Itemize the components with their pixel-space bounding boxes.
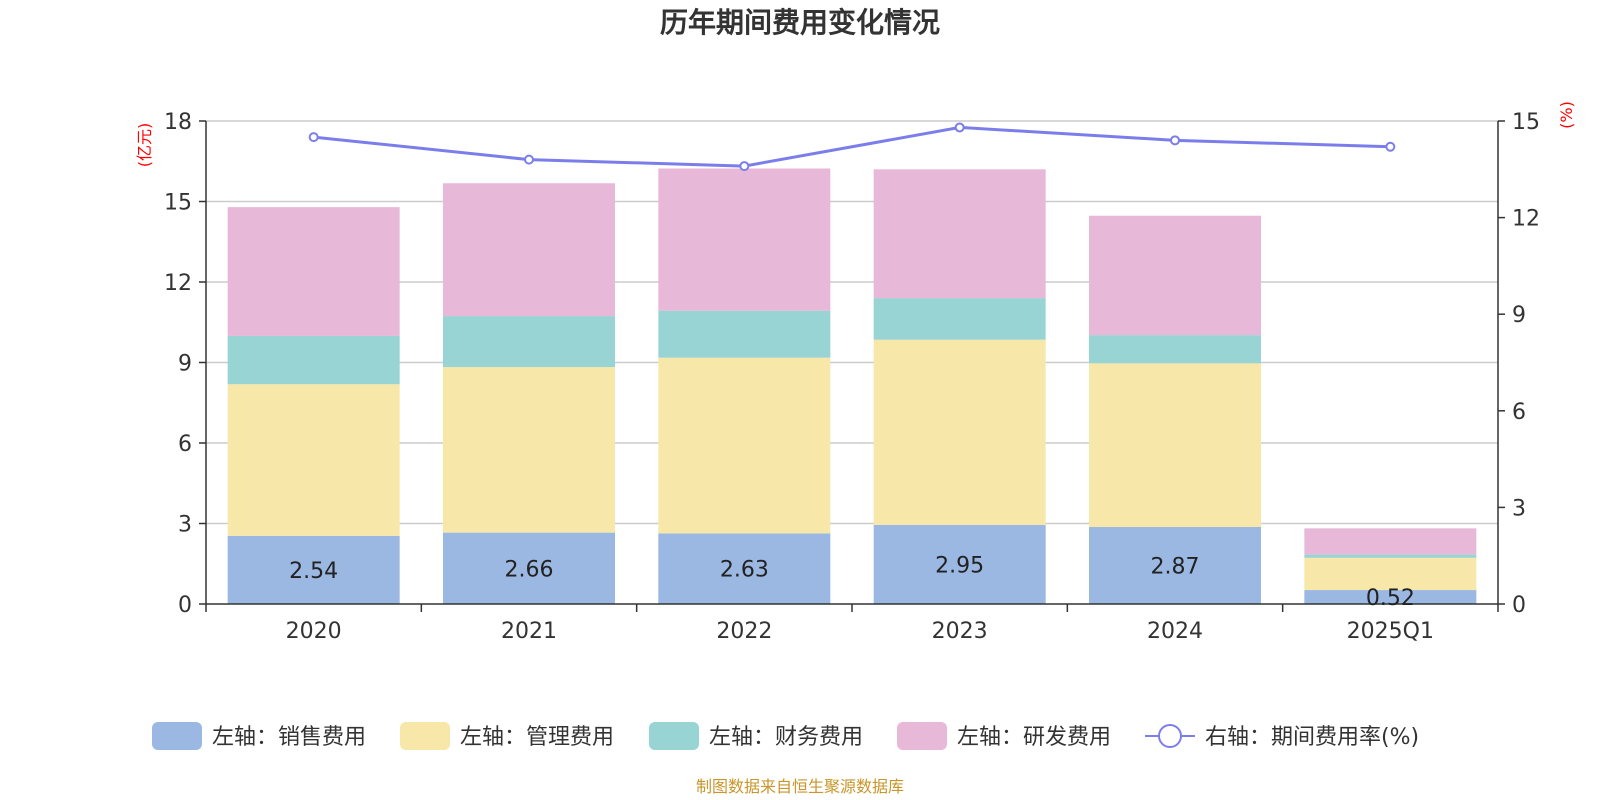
bar-segment [443, 316, 615, 368]
x-axis-category-label: 2025Q1 [1347, 619, 1434, 644]
bar-segment [1304, 557, 1477, 591]
right-axis-tick-label: 6 [1512, 400, 1526, 425]
legend-label: 左轴：财务费用 [709, 725, 863, 750]
rate-point [1385, 141, 1396, 152]
rate-point [1170, 135, 1180, 146]
left-axis-unit: (亿元) [135, 123, 154, 168]
data-labels-layer: 2.54 2.66 2.63 2.95 2.87 0.52 [289, 553, 1415, 611]
bar-segment [1089, 215, 1261, 336]
legend-label: 左轴：研发费用 [957, 725, 1111, 750]
bar-segment [1304, 590, 1477, 604]
bar-segment [1089, 335, 1261, 364]
rate-line-layer [308, 122, 1396, 172]
bar-segment [443, 532, 615, 604]
right-axis-tick-label: 15 [1512, 110, 1540, 135]
bar-segment [1304, 528, 1477, 555]
legend-label: 左轴：销售费用 [212, 725, 366, 750]
bar-segment [873, 298, 1046, 340]
bar-segment [658, 310, 831, 358]
grid-lines [206, 120, 1498, 525]
legend-swatch [649, 722, 699, 750]
bar-segment [227, 335, 400, 385]
rate-point [739, 161, 750, 172]
legend: 左轴：销售费用 左轴：管理费用 左轴：财务费用 左轴：研发费用 右轴：期间费用率(%) [152, 722, 1419, 750]
bar-data-label: 0.52 [1366, 586, 1415, 611]
bar-segment [227, 535, 400, 604]
legend-label: 左轴：管理费用 [460, 725, 614, 750]
x-axis-category-label: 2022 [716, 619, 772, 644]
bar-segment [227, 207, 400, 336]
left-axis-tick-label: 12 [164, 271, 192, 296]
right-axis-tick-label: 0 [1512, 593, 1526, 618]
bar-data-label: 2.54 [289, 559, 338, 584]
bar-data-label: 2.66 [505, 557, 554, 582]
legend-swatch [400, 722, 450, 750]
x-axis-category-label: 2023 [932, 619, 988, 644]
right-axis-tick-label: 3 [1512, 496, 1526, 521]
chart-title: 历年期间费用变化情况 [660, 6, 940, 39]
left-axis-tick-label: 15 [164, 191, 192, 216]
bar-data-label: 2.87 [1151, 554, 1200, 579]
legend-circle-marker [1158, 724, 1182, 748]
bar-segment [873, 169, 1046, 299]
rate-point [954, 122, 965, 133]
bar-segment [873, 524, 1046, 604]
rate-point [524, 154, 534, 165]
bar-segment [658, 533, 831, 604]
bar-data-label: 2.63 [720, 558, 769, 583]
x-axis-category-label: 2020 [286, 619, 342, 644]
left-axis-tick-label: 18 [164, 110, 192, 135]
bar-segment [1089, 526, 1261, 604]
x-axis-category-label: 2024 [1147, 619, 1203, 644]
legend-swatch [897, 722, 947, 750]
bar-segment [658, 357, 831, 534]
bar-data-label: 2.95 [935, 553, 984, 578]
right-axis-unit: (%) [1557, 101, 1576, 129]
legend-label: 右轴：期间费用率(%) [1205, 725, 1419, 750]
rate-line [313, 125, 1391, 168]
bar-segment [658, 168, 831, 311]
left-axis-tick-label: 6 [178, 432, 192, 457]
bar-segment [227, 384, 400, 536]
left-axis-tick-label: 3 [178, 513, 192, 538]
source-note: 制图数据来自恒生聚源数据库 [696, 777, 904, 796]
bar-segment [1304, 554, 1477, 558]
axes-layer: 0 3 6 9 12 15 18 0 3 6 9 12 15 2020 2021 2022 2023 2024 20… [164, 110, 1540, 644]
right-axis-tick-label: 12 [1512, 207, 1540, 232]
bar-segment [443, 367, 615, 533]
bars-layer [227, 168, 1477, 604]
left-axis-tick-label: 0 [178, 593, 192, 618]
bar-segment [873, 339, 1046, 525]
bar-segment [1089, 363, 1261, 527]
bar-segment [443, 183, 615, 317]
x-axis-category-label: 2021 [501, 619, 557, 644]
legend-swatch [152, 722, 202, 750]
left-axis-tick-label: 9 [178, 352, 192, 377]
right-axis-tick-label: 9 [1512, 303, 1526, 328]
rate-point [308, 132, 319, 143]
